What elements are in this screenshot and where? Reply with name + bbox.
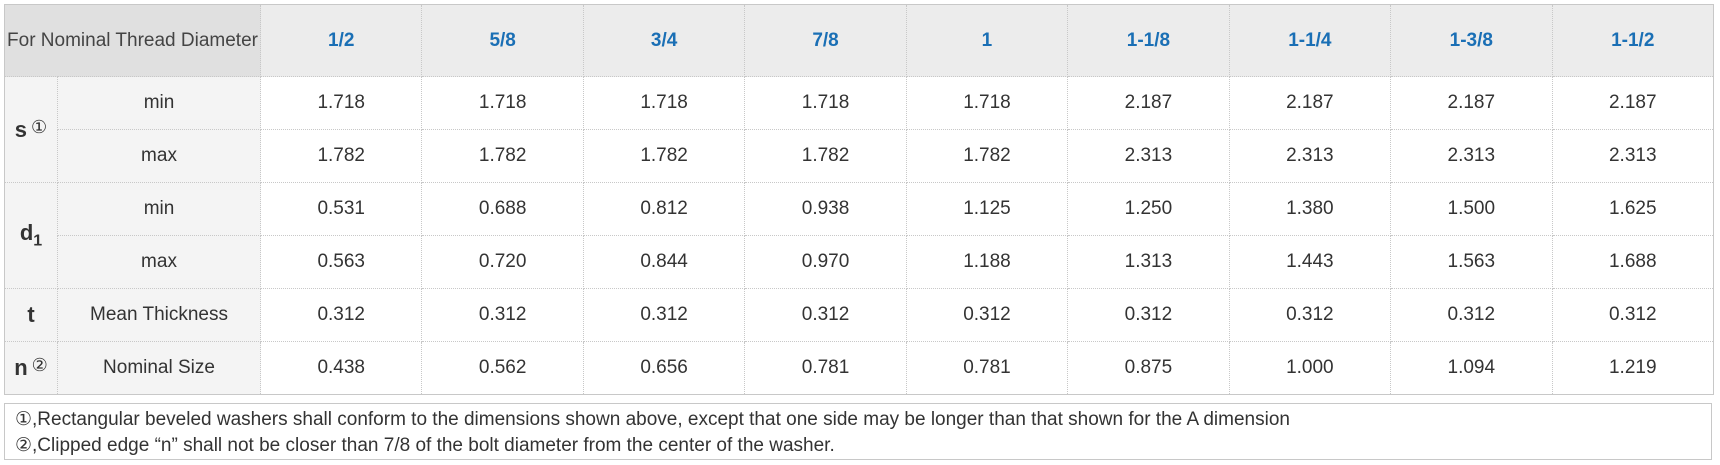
value-cell: 2.313 [1228, 129, 1392, 183]
symbol-cell: d1 [4, 182, 58, 289]
column-header: 1-1/4 [1228, 4, 1392, 77]
row-label: min [57, 76, 261, 130]
symbol: t [27, 302, 35, 327]
table-row: d1 min 0.531 0.688 0.812 0.938 1.125 1.250 1.380… [4, 182, 1714, 289]
value-cell: 0.312 [421, 288, 584, 342]
value-cell: 1.782 [259, 129, 423, 183]
symbol: n [14, 355, 28, 380]
column-header: 1-1/8 [1067, 4, 1230, 77]
value-cell: 2.313 [1390, 129, 1553, 183]
value-cell: 0.312 [259, 288, 423, 342]
value-cell: 0.312 [744, 288, 907, 342]
value-cell: 0.781 [905, 341, 1069, 395]
table-row: s ① min 1.718 1.718 1.718 1.718 1.718 2.187 2.187… [4, 76, 1714, 183]
value-cell: 1.500 [1390, 182, 1553, 236]
notes: ①,Rectangular beveled washers shall conf… [4, 403, 1712, 460]
value-cell: 0.844 [582, 235, 746, 289]
table-row: t Mean Thickness 0.312 0.312 0.312 0.312 0.312… [4, 288, 1714, 342]
note-mark: ② [31, 355, 48, 375]
value-cell: 0.312 [1390, 288, 1553, 342]
value-cell: 1.219 [1551, 341, 1714, 395]
value-cell: 1.443 [1228, 235, 1392, 289]
value-cell: 1.094 [1390, 341, 1553, 395]
value-cell: 1.782 [905, 129, 1069, 183]
value-cell: 0.531 [259, 182, 423, 236]
value-cell: 1.188 [905, 235, 1069, 289]
column-header: 1-1/2 [1551, 4, 1714, 77]
table-body: s ① min 1.718 1.718 1.718 1.718 1.718 2.187 2.187… [4, 76, 1714, 395]
value-cell: 0.656 [582, 341, 746, 395]
value-cell: 1.250 [1067, 182, 1230, 236]
value-cell: 0.312 [1067, 288, 1230, 342]
value-cell: 0.563 [259, 235, 423, 289]
value-cell: 0.312 [905, 288, 1069, 342]
value-cell: 0.812 [582, 182, 746, 236]
dimension-table: For Nominal Thread Diameter 1/2 5/8 3/4 7/8… [4, 4, 1714, 395]
value-cell: 0.875 [1067, 341, 1230, 395]
value-cell: 2.187 [1067, 76, 1230, 130]
value-cell: 0.970 [744, 235, 907, 289]
value-cell: 1.782 [582, 129, 746, 183]
value-cell: 0.562 [421, 341, 584, 395]
row-label: min [57, 182, 261, 236]
value-cell: 2.313 [1551, 129, 1714, 183]
value-cell: 1.688 [1551, 235, 1714, 289]
column-header: 1 [905, 4, 1069, 77]
value-cell: 0.438 [259, 341, 423, 395]
value-cell: 1.782 [744, 129, 907, 183]
value-cell: 1.563 [1390, 235, 1553, 289]
symbol: d [19, 220, 34, 246]
value-cell: 0.688 [421, 182, 584, 236]
value-cell: 0.720 [421, 235, 584, 289]
table-row: max 0.563 0.720 0.844 0.970 1.188 1.313 1.443 1.… [5, 235, 1714, 289]
table-wrap: For Nominal Thread Diameter 1/2 5/8 3/4 7/8… [4, 4, 1714, 395]
value-cell: 1.718 [744, 76, 907, 130]
value-cell: 0.312 [582, 288, 746, 342]
value-cell: 1.782 [421, 129, 584, 183]
column-header: 3/4 [582, 4, 746, 77]
row-label: Mean Thickness [57, 288, 261, 342]
note-line: ②,Clipped edge “n” shall not be closer t… [15, 435, 835, 456]
header-row: For Nominal Thread Diameter 1/2 5/8 3/4 7/8… [4, 4, 1714, 77]
value-cell: 1.718 [905, 76, 1069, 130]
value-cell: 2.187 [1390, 76, 1553, 130]
value-cell: 0.312 [1228, 288, 1392, 342]
value-cell: 1.718 [259, 76, 423, 130]
value-cell: 0.938 [744, 182, 907, 236]
note-mark: ① [31, 116, 48, 137]
value-cell: 2.187 [1551, 76, 1714, 130]
symbol-subscript: 1 [33, 232, 43, 250]
row-label: max [57, 129, 261, 183]
corner-header: For Nominal Thread Diameter [4, 4, 261, 77]
row-label: Nominal Size [57, 341, 261, 395]
value-cell: 2.313 [1067, 129, 1230, 183]
value-cell: 0.781 [744, 341, 907, 395]
table-row: max 1.782 1.782 1.782 1.782 1.782 2.313 2.313 2.… [5, 129, 1714, 183]
value-cell: 1.625 [1551, 182, 1714, 236]
value-cell: 2.187 [1228, 76, 1392, 130]
value-cell: 1.000 [1228, 341, 1392, 395]
value-cell: 0.312 [1551, 288, 1714, 342]
value-cell: 1.718 [582, 76, 746, 130]
symbol-cell: t [4, 288, 58, 342]
value-cell: 1.380 [1228, 182, 1392, 236]
symbol: s [14, 116, 28, 142]
column-header: 1/2 [259, 4, 423, 77]
value-cell: 1.718 [421, 76, 584, 130]
column-header: 1-3/8 [1390, 4, 1553, 77]
column-header: 7/8 [744, 4, 907, 77]
row-label: max [57, 235, 261, 289]
column-header: 5/8 [421, 4, 584, 77]
value-cell: 1.125 [905, 182, 1069, 236]
table-row: n ② Nominal Size 0.438 0.562 0.656 0.781 0.781 0… [4, 341, 1714, 395]
value-cell: 1.313 [1067, 235, 1230, 289]
note-line: ①,Rectangular beveled washers shall conf… [15, 409, 1290, 430]
